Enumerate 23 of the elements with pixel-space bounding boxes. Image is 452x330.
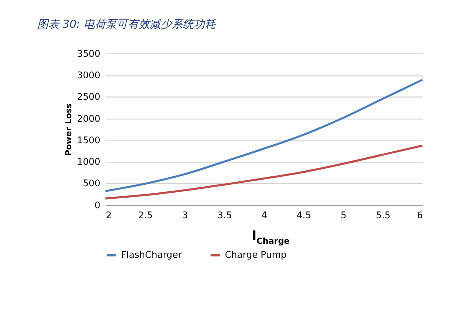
chart-title: 图表 30: 电荷泵可有效减少系统功耗: [37, 18, 217, 31]
x-tick-label: 6: [417, 210, 424, 222]
x-tick-label: 2.5: [138, 210, 154, 222]
x-tick-label: 4.5: [296, 210, 312, 222]
x-tick-label: 2: [106, 210, 112, 222]
y-tick-label: 1000: [77, 157, 101, 168]
y-tick-label: 2000: [77, 114, 101, 125]
line-series: [104, 144, 424, 200]
x-tick-label: 5: [340, 210, 347, 222]
y-axis-title: Power Loss: [64, 103, 74, 156]
x-tick-label: 4: [262, 210, 268, 222]
y-tick-label: 3500: [77, 48, 101, 60]
y-tick-label: 3000: [77, 70, 101, 82]
y-tick-label: 1500: [77, 135, 101, 146]
legend-label: FlashCharger: [121, 250, 182, 262]
y-tick-label: 500: [83, 178, 101, 190]
line-series: [104, 79, 424, 192]
y-tick-label: 2500: [77, 92, 101, 104]
x-tick-label: 3.5: [218, 210, 232, 222]
legend-label: Charge Pump: [225, 250, 288, 262]
x-tick-label: 3: [182, 210, 188, 222]
y-tick-label: 0: [94, 200, 101, 212]
x-tick-label: 5.5: [376, 210, 391, 222]
